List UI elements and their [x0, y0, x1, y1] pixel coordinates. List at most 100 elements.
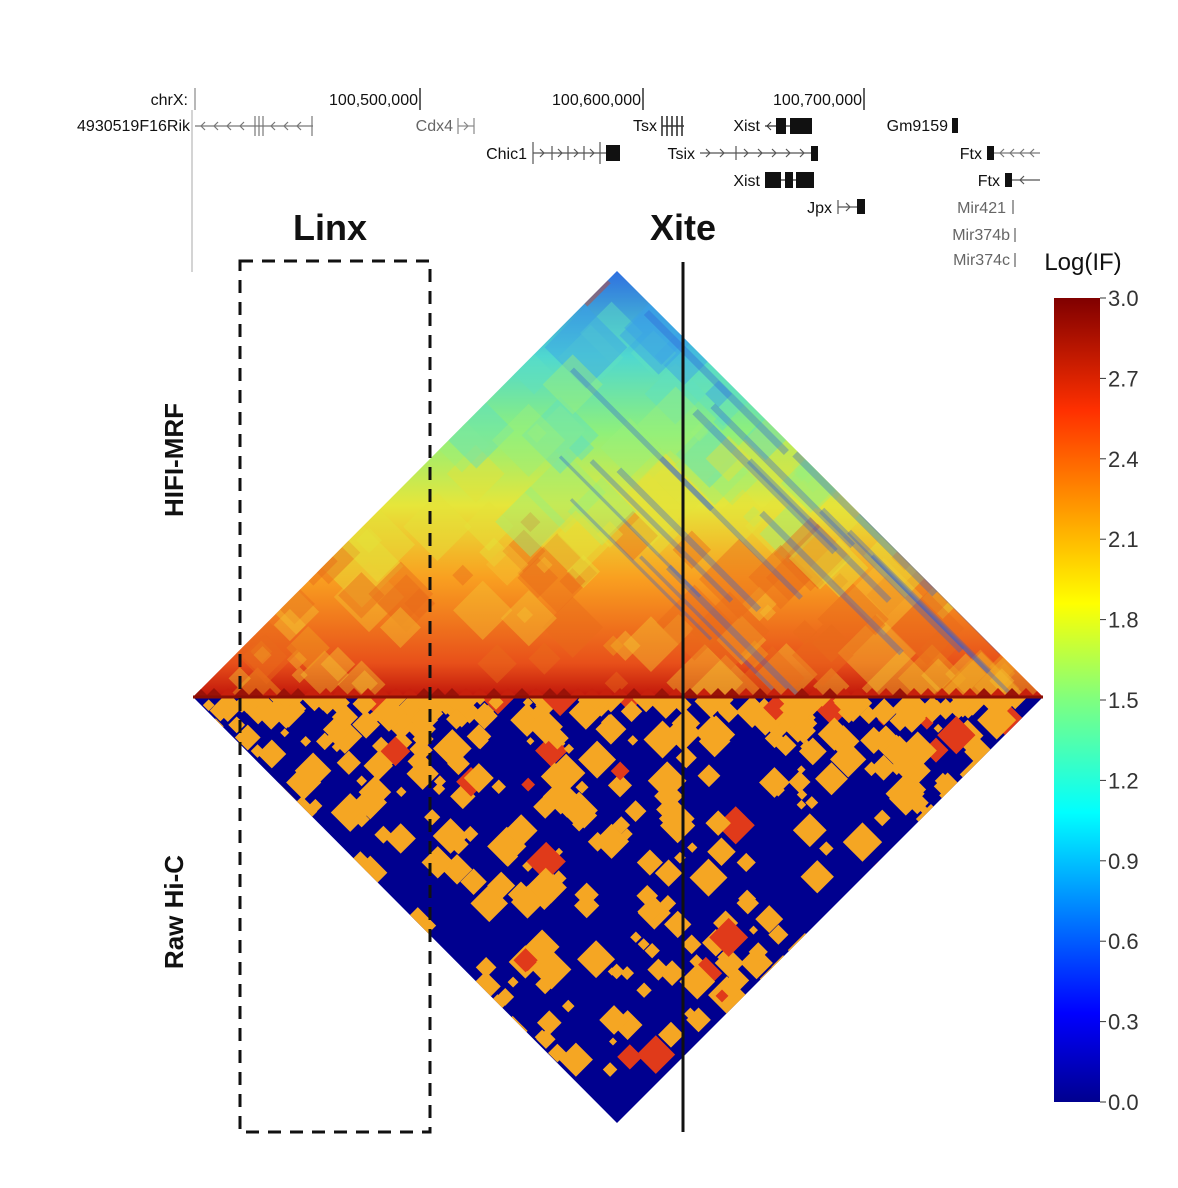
raw-contact-tile — [675, 747, 697, 769]
raw-contact-tile — [485, 1038, 522, 1075]
raw-contact-tile — [308, 798, 323, 813]
raw-contact-tile — [687, 842, 698, 853]
raw-contact-tile — [617, 1044, 643, 1070]
gene-model — [661, 116, 684, 136]
raw-contact-tile — [558, 1042, 593, 1077]
heatmap-tile — [446, 444, 505, 503]
raw-contact-tile — [288, 823, 316, 851]
gene-model — [765, 172, 814, 188]
heatmap-tile — [403, 389, 451, 438]
raw-contact-tile — [470, 884, 509, 923]
heatmap-tile — [443, 688, 461, 697]
colorbar-tick-label: 2.4 — [1108, 447, 1139, 472]
raw-contact-tile — [894, 874, 922, 903]
raw-contact-tile — [933, 723, 943, 733]
heatmap-tile — [695, 688, 713, 697]
raw-contact-tile — [1021, 964, 1036, 979]
raw-contact-tile — [353, 785, 388, 820]
raw-contact-tile — [728, 1072, 758, 1102]
raw-contact-tile — [658, 1021, 684, 1048]
raw-contact-tile — [870, 754, 897, 781]
heatmap-tile — [809, 538, 869, 598]
raw-contact-tile — [627, 735, 639, 746]
heatmap-tile — [215, 423, 248, 456]
raw-contact-tile — [1010, 894, 1040, 925]
heatmap-tile — [639, 688, 657, 697]
raw-contact-tile — [359, 916, 388, 946]
heatmap-tile — [289, 688, 307, 697]
raw-contact-tile — [679, 963, 716, 1000]
heatmap-tile — [742, 586, 777, 622]
heatmap-streak — [825, 360, 968, 503]
raw-contact-tile — [967, 914, 979, 925]
heatmap-tile — [1003, 688, 1021, 697]
heatmap-tile — [320, 646, 356, 682]
heatmap-tile — [675, 420, 744, 488]
raw-contact-tile — [912, 844, 925, 857]
raw-contact-tile — [612, 1010, 643, 1040]
colorbar-tick-label: 1.8 — [1108, 608, 1139, 633]
raw-contact-tile — [608, 963, 625, 980]
raw-contact-tile — [475, 697, 486, 705]
heatmap-tile — [502, 529, 546, 573]
heatmap-tile — [583, 688, 601, 697]
raw-contact-tile — [527, 867, 565, 905]
heatmap-tile — [984, 389, 1013, 418]
raw-contact-tile — [563, 743, 575, 754]
heatmap-tile — [959, 498, 1024, 563]
raw-contact-tile — [771, 974, 801, 1005]
heatmap-tile — [759, 604, 777, 621]
raw-contact-tile — [966, 918, 998, 950]
raw-contact-tile — [1018, 968, 1043, 997]
raw-contact-tile — [602, 1062, 618, 1077]
heatmap-tile — [367, 323, 412, 368]
raw-contact-tile — [994, 1066, 1018, 1090]
raw-contact-tile — [330, 793, 370, 832]
raw-contact-tile — [972, 941, 990, 959]
heatmap-tile — [743, 416, 788, 461]
heatmap-tile — [976, 384, 1043, 451]
raw-contact-tile — [460, 868, 487, 895]
heatmap-tile — [193, 308, 263, 384]
raw-contact-tile — [718, 702, 740, 723]
raw-contact-tile — [491, 779, 507, 794]
heatmap-tile — [567, 477, 637, 546]
heatmap-streak — [792, 450, 938, 597]
heatmap-tile — [527, 423, 547, 443]
raw-contact-tile — [243, 1014, 253, 1025]
heatmap-tile — [351, 670, 378, 697]
heatmap-tile — [219, 688, 237, 697]
raw-contact-tile — [594, 823, 630, 859]
gene-track: chrX: 100,500,000 100,600,000 100,700,00… — [77, 88, 1040, 272]
raw-contact-tile — [888, 843, 924, 879]
heatmap-tile — [897, 425, 922, 449]
heatmap-tile — [464, 271, 531, 322]
heatmap-tile — [205, 332, 229, 356]
heatmap-tile — [730, 413, 811, 494]
raw-contact-tile — [280, 896, 289, 905]
raw-contact-tile — [648, 697, 684, 719]
heatmap-streak — [819, 507, 965, 653]
heatmap-tile — [368, 561, 434, 627]
heatmap-streak — [759, 510, 904, 656]
raw-contact-tile — [347, 1014, 388, 1055]
raw-contact-tile — [535, 974, 555, 995]
heatmap-tile — [569, 688, 587, 697]
linx-label: Linx — [293, 207, 367, 248]
raw-contact-tile — [353, 811, 370, 828]
heatmap-tile — [603, 635, 624, 657]
raw-contact-tile — [289, 1066, 299, 1076]
raw-contact-tile — [647, 761, 687, 801]
heatmap-tile — [932, 448, 960, 476]
heatmap-tile — [742, 271, 819, 329]
heatmap-tile — [477, 644, 517, 684]
raw-contact-tile — [433, 775, 446, 788]
heatmap-tile — [866, 574, 908, 617]
heatmap-tile — [597, 688, 615, 697]
heatmap-tile — [952, 291, 1034, 373]
raw-contact-tile — [536, 1029, 556, 1049]
raw-contact-tile — [867, 941, 907, 981]
raw-contact-tile — [612, 816, 631, 834]
heatmap-tile — [261, 688, 279, 697]
